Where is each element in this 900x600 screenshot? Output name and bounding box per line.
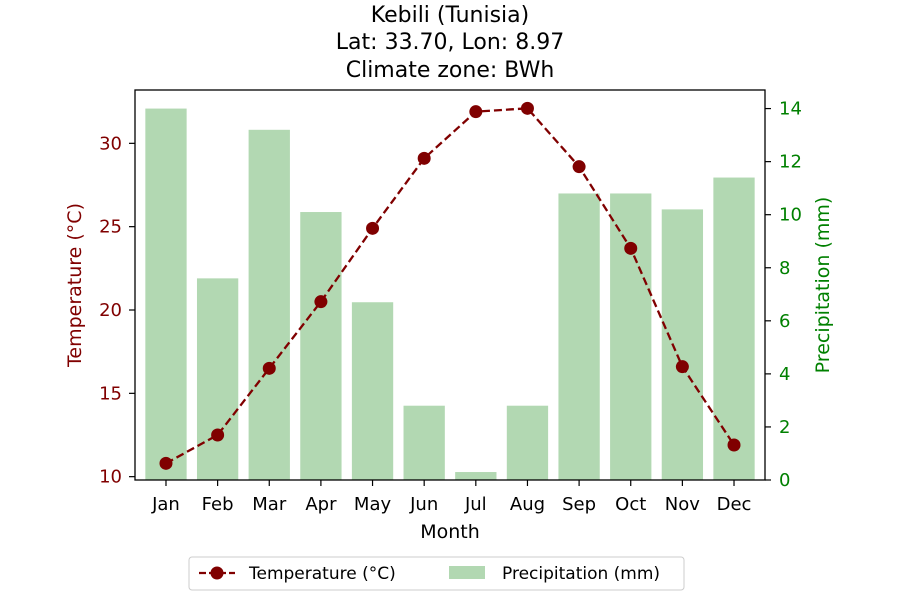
precipitation-bar [506, 405, 549, 480]
precipitation-axis-ticks: 0 2 4 6 8 10 12 14 [765, 99, 802, 491]
x-tick-label: Dec [717, 494, 752, 515]
temperature-point [159, 456, 173, 470]
precipitation-bar [610, 193, 652, 480]
temperature-tick-label: 10 [99, 467, 122, 488]
precipitation-bar [248, 129, 290, 481]
x-axis-label: Month [420, 521, 480, 543]
x-tick-label: Jun [409, 494, 438, 515]
legend-box [188, 556, 685, 591]
x-axis-ticks: Jan Feb Mar Apr May Jun Jul Aug Sep Oct Nov Dec [151, 480, 751, 515]
temperature-point [262, 361, 276, 375]
legend-precipitation-label: Precipitation (mm) [502, 564, 660, 584]
temperature-tick-label: 25 [99, 217, 122, 238]
precipitation-bar [661, 209, 704, 480]
x-tick-label: Jan [151, 494, 180, 515]
title-line-3: Climate zone: BWh [346, 58, 555, 83]
precipitation-bar [300, 212, 342, 481]
legend-temperature-label: Temperature (°C) [248, 564, 396, 584]
x-tick-label: Nov [665, 494, 700, 515]
temperature-point [675, 360, 689, 374]
precipitation-bar [145, 108, 187, 480]
x-tick-label: Feb [202, 494, 234, 515]
temperature-series [159, 101, 741, 470]
precipitation-tick-label: 14 [779, 99, 802, 120]
x-tick-label: Oct [615, 494, 646, 515]
temperature-point [624, 241, 638, 255]
precipitation-bar [351, 302, 394, 480]
temperature-point [469, 105, 483, 119]
legend: Temperature (°C) Precipitation (mm) [188, 556, 685, 591]
temperature-point [211, 428, 225, 442]
precipitation-tick-label: 4 [779, 364, 790, 385]
x-tick-label: Apr [305, 494, 337, 515]
x-tick-label: Sep [562, 494, 596, 515]
temperature-axis-ticks: 10 15 20 25 30 [99, 133, 135, 488]
precipitation-bar [713, 177, 755, 481]
precipitation-tick-label: 2 [779, 417, 790, 438]
legend-temperature-marker-icon [210, 566, 224, 580]
temperature-point [520, 101, 534, 115]
precipitation-axis-label: Precipitation (mm) [812, 197, 834, 374]
precipitation-bar [196, 278, 239, 480]
precipitation-tick-label: 10 [779, 205, 802, 226]
title-line-2: Lat: 33.70, Lon: 8.97 [336, 30, 564, 55]
temperature-tick-label: 20 [99, 300, 122, 321]
plot-frame [134, 89, 766, 481]
precipitation-bar [558, 193, 600, 480]
x-tick-label: Jul [464, 494, 487, 515]
temperature-point [417, 151, 431, 165]
temperature-tick-label: 15 [99, 383, 122, 404]
precipitation-bar [403, 405, 445, 480]
precipitation-bars [145, 108, 755, 481]
precipitation-tick-label: 6 [779, 311, 790, 332]
temperature-point [366, 221, 380, 235]
x-tick-label: Aug [510, 494, 545, 515]
temperature-axis-label: Temperature (°C) [64, 203, 86, 368]
title-line-1: Kebili (Tunisia) [371, 3, 529, 28]
temperature-line [165, 107, 735, 465]
temperature-point [727, 438, 741, 452]
temperature-tick-label: 30 [99, 133, 122, 154]
precipitation-tick-label: 0 [779, 470, 790, 491]
x-tick-label: May [354, 494, 392, 515]
precipitation-bar [455, 472, 497, 480]
temperature-point [314, 295, 328, 309]
precipitation-tick-label: 8 [779, 258, 790, 279]
precipitation-tick-label: 12 [779, 152, 802, 173]
x-tick-label: Mar [252, 494, 287, 515]
temperature-point [572, 160, 586, 174]
legend-precipitation-swatch-icon [449, 566, 485, 579]
chart-title: Kebili (Tunisia) Lat: 33.70, Lon: 8.97 C… [336, 3, 564, 83]
